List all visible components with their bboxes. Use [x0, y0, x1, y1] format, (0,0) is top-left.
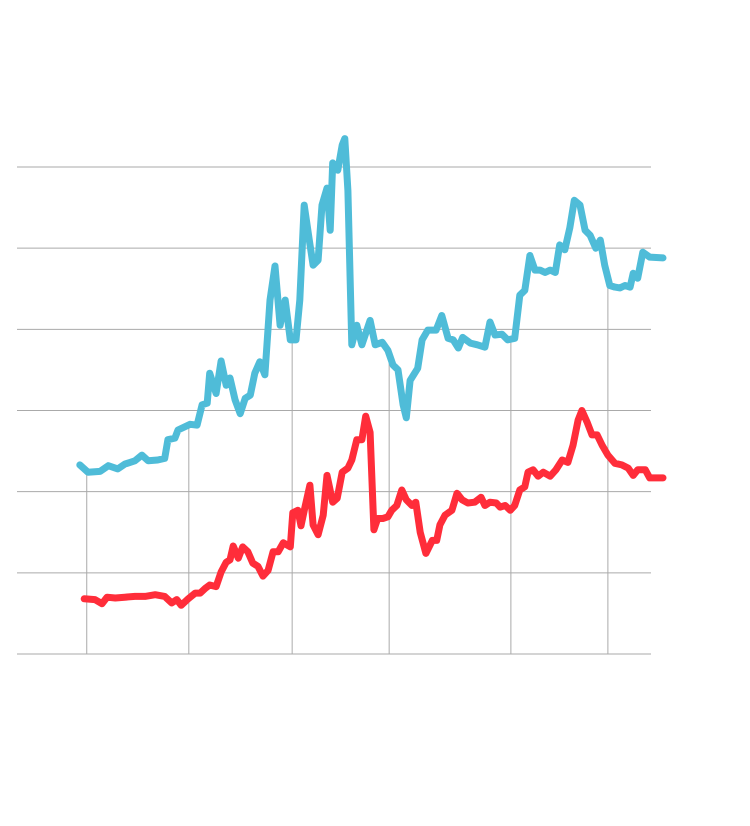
series-lines: [76, 135, 667, 609]
vertical-gridlines: [86, 277, 609, 654]
series-line-2: [80, 407, 667, 609]
series-line-1: [76, 135, 667, 476]
horizontal-gridlines: [17, 166, 651, 655]
